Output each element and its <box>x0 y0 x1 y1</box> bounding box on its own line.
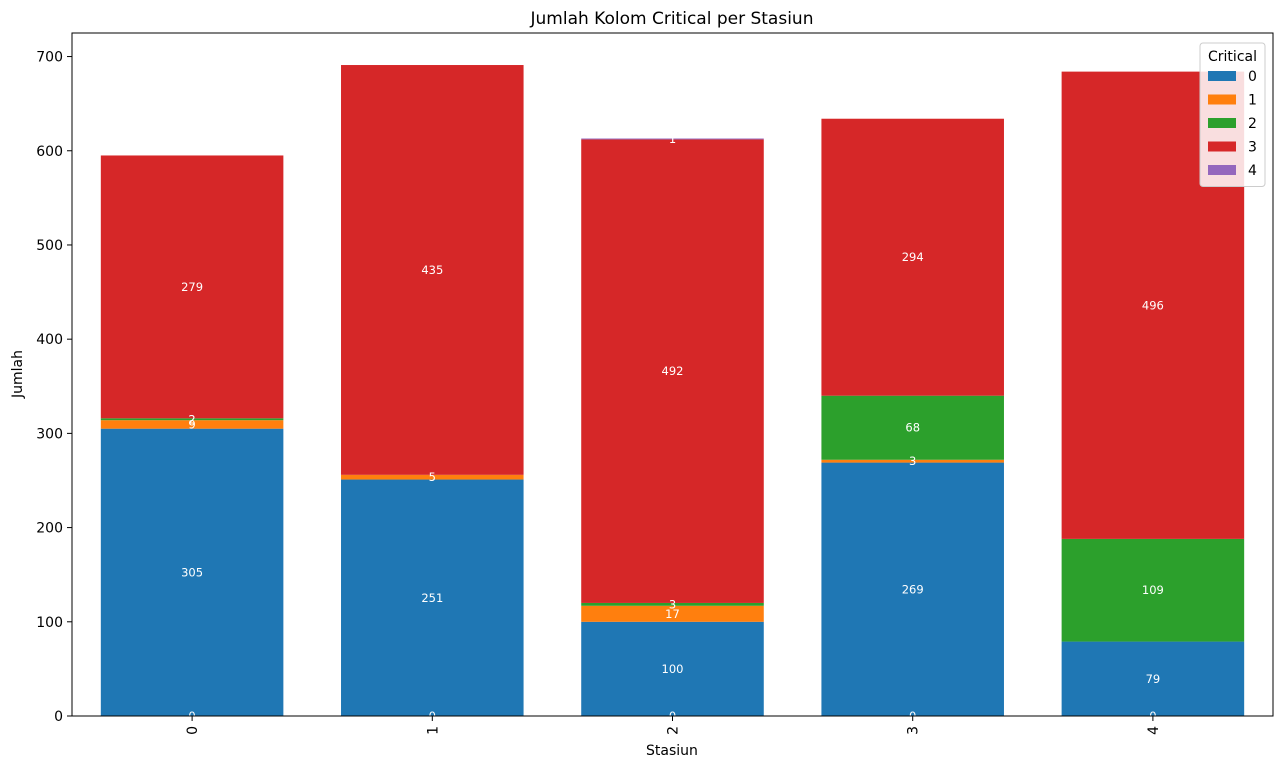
y-tick-label: 400 <box>36 332 63 348</box>
bar-value-label: 2 <box>188 412 195 426</box>
x-tick-label: 1 <box>425 726 441 735</box>
legend-swatch <box>1208 71 1236 81</box>
bar-segment-stasiun-3-critical-0 <box>821 462 1004 716</box>
bar-segment-stasiun-2-critical-2 <box>581 602 764 606</box>
legend-swatch <box>1208 165 1236 175</box>
bar-value-label: 269 <box>902 582 924 596</box>
y-tick-label: 200 <box>36 521 63 537</box>
bar-value-label: 100 <box>662 662 684 676</box>
bar-segment-stasiun-0-critical-0 <box>100 428 284 716</box>
y-axis: 0 100 200 300 400 500 600 700 <box>36 50 72 725</box>
bar-segment-stasiun-3-critical-2 <box>821 395 1004 460</box>
y-tick-label: 0 <box>54 709 63 725</box>
legend-entry-label: 4 <box>1248 163 1257 179</box>
bar-segment-stasiun-1-critical-3 <box>341 65 524 475</box>
bar-value-label: 279 <box>181 280 203 294</box>
bar-value-label: 17 <box>665 607 680 621</box>
legend-entry-label: 1 <box>1248 93 1257 109</box>
y-tick-label: 300 <box>36 426 63 442</box>
bar-value-label: 68 <box>905 421 920 435</box>
bar-value-label: 496 <box>1142 298 1164 312</box>
bar-value-label: 1 <box>669 132 676 146</box>
bar-value-label: 492 <box>662 364 684 378</box>
bar-value-label: 305 <box>181 565 203 579</box>
bar-value-label: 9 <box>188 417 195 431</box>
y-tick-label: 700 <box>36 50 63 66</box>
legend-entry-label: 0 <box>1248 69 1257 85</box>
bar-segment-stasiun-3-critical-3 <box>821 118 1004 396</box>
legend-title: Critical <box>1208 49 1257 65</box>
y-tick-label: 100 <box>36 615 63 631</box>
legend-entry-label: 3 <box>1248 140 1257 156</box>
y-tick-label: 600 <box>36 144 63 160</box>
x-axis: 0 1 2 3 4 <box>185 716 1162 735</box>
bars-layer <box>100 65 1245 716</box>
legend: Critical 0 1 2 3 4 <box>1199 42 1266 187</box>
legend-swatch <box>1208 94 1236 105</box>
bar-segment-stasiun-0-critical-2 <box>100 418 284 421</box>
bar-labels-layer: 3052511002697995173236810927943549229449… <box>181 132 1164 723</box>
bar-segment-stasiun-0-critical-1 <box>100 420 284 429</box>
bar-value-label: 294 <box>902 250 924 264</box>
x-tick-label: 4 <box>1146 726 1162 735</box>
x-tick-label: 0 <box>185 726 201 735</box>
y-tick-label: 500 <box>36 238 63 254</box>
y-axis-label: Jumlah <box>10 350 26 399</box>
bar-value-label: 3 <box>909 454 916 468</box>
bar-value-label: 251 <box>421 591 443 605</box>
bar-value-label: 5 <box>429 470 436 484</box>
bar-segment-stasiun-2-critical-3 <box>581 139 764 603</box>
legend-swatch <box>1208 118 1236 128</box>
bar-value-label: 3 <box>669 597 676 611</box>
bar-segment-stasiun-2-critical-4 <box>581 138 764 140</box>
bar-segment-stasiun-3-critical-1 <box>821 459 1004 463</box>
bar-value-label: 109 <box>1142 583 1164 597</box>
x-tick-label: 2 <box>666 726 682 735</box>
bar-value-label: 79 <box>1146 672 1161 686</box>
bar-segment-stasiun-4-critical-0 <box>1061 641 1245 716</box>
bar-segment-stasiun-4-critical-2 <box>1061 538 1245 642</box>
legend-entry-label: 2 <box>1248 116 1257 132</box>
bar-value-label: 435 <box>421 263 443 277</box>
chart-title: Jumlah Kolom Critical per Stasiun <box>530 9 814 29</box>
bar-segment-stasiun-2-critical-1 <box>581 605 764 622</box>
x-tick-label: 3 <box>906 726 922 735</box>
bar-segment-stasiun-1-critical-1 <box>341 474 524 480</box>
legend-swatch <box>1208 141 1236 152</box>
bar-segment-stasiun-1-critical-0 <box>341 479 524 716</box>
x-axis-label: Stasiun <box>646 743 698 759</box>
bar-segment-stasiun-2-critical-0 <box>581 621 764 716</box>
bar-segment-stasiun-0-critical-3 <box>100 155 284 419</box>
